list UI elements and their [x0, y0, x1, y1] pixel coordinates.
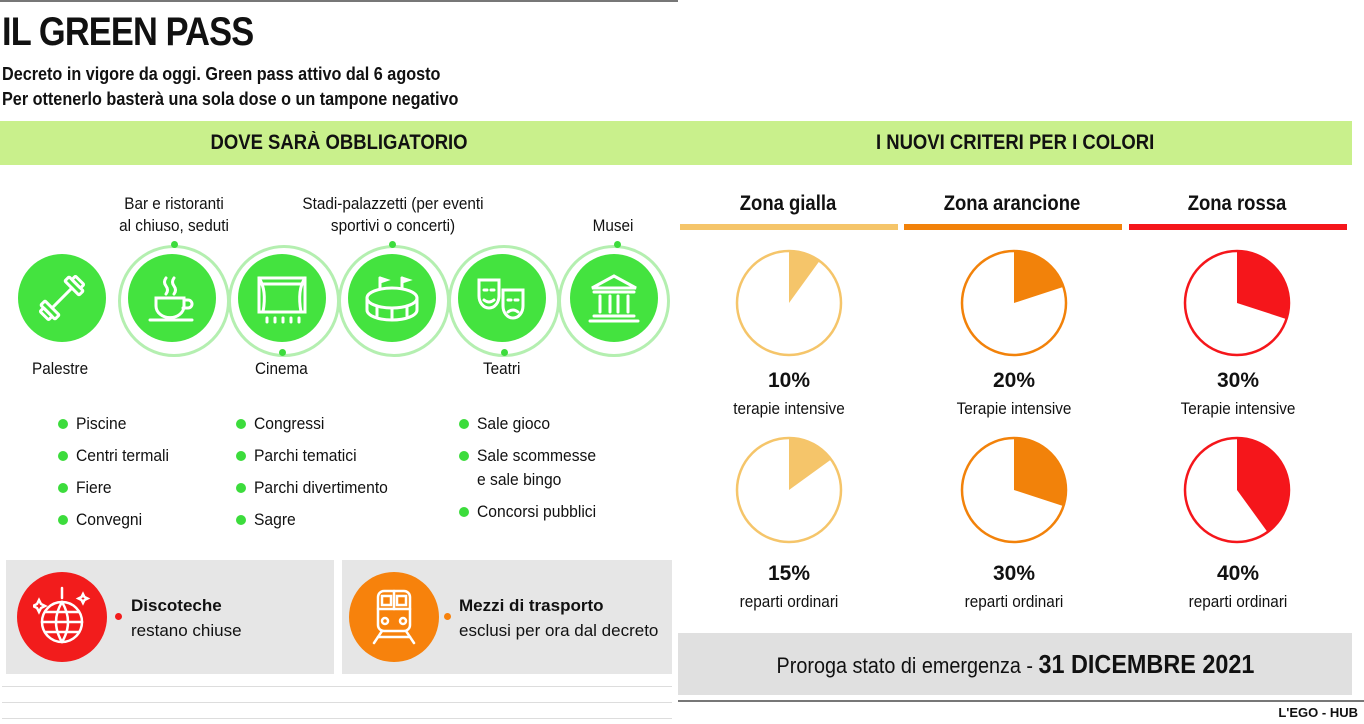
proroga-date: 31 DICEMBRE 2021: [1038, 648, 1254, 679]
discoteche-text: Discoteche restano chiuse: [131, 596, 242, 640]
list-item: Piscine: [58, 412, 177, 436]
connector-dot: [171, 241, 178, 248]
list-item: Fiere: [58, 476, 177, 500]
connector-dot: [389, 241, 396, 248]
coffee-cup-icon: [128, 254, 216, 342]
list-item-continuation: e sale bingo: [477, 470, 562, 489]
disco-ball-icon: [17, 572, 107, 662]
list-column-3: Sale gioco Sale scommesse e sale bingo C…: [459, 412, 606, 524]
connector-dot: [501, 349, 508, 356]
list-item: Sagre: [236, 508, 400, 532]
connector-dot: [614, 241, 621, 248]
zone-gialla-ordinary-pct: 15%: [767, 562, 811, 585]
pie-slice-rossa-ordinary: [1237, 438, 1289, 533]
zone-rossa-ordinary-pct: 40%: [1216, 562, 1260, 585]
zone-title-arancione: Zona arancione: [943, 192, 1081, 215]
proroga-text: Proroga stato di emergenza -: [776, 652, 1039, 678]
venue-label-stadi: Stadi-palazzetti (per eventi sportivi o c…: [302, 194, 484, 235]
list-item: Congressi: [236, 412, 400, 436]
divider: [2, 718, 672, 719]
museum-icon: [570, 254, 658, 342]
list-column-2: Congressi Parchi tematici Parchi diverti…: [236, 412, 400, 532]
venue-label-teatri: Teatri: [483, 359, 521, 378]
connector-dot: [115, 613, 122, 620]
top-rule: [0, 0, 678, 2]
list-item: Centri termali: [58, 444, 177, 468]
venue-label-cinema: Cinema: [255, 359, 308, 378]
zone-arancione-intensive-caption: Terapie intensive: [956, 399, 1072, 418]
list-item: Parchi divertimento: [236, 476, 400, 500]
zone-rossa-intensive-caption: Terapie intensive: [1180, 399, 1296, 418]
trasporti-text: Mezzi di trasporto esclusi per ora dal d…: [459, 596, 659, 640]
subtitle-line-2: Per ottenerlo basterà una sola dose o un…: [2, 89, 459, 109]
pie-slice-gialla-intensive: [789, 251, 820, 303]
pie-slice-arancione-intensive: [1014, 251, 1064, 303]
list-column-1: Piscine Centri termali Fiere Convegni: [58, 412, 177, 532]
list-item: Convegni: [58, 508, 177, 532]
page-title: IL GREEN PASS: [2, 10, 254, 54]
list-item: Sale gioco: [459, 412, 606, 436]
zone-gialla-ordinary-caption: reparti ordinari: [739, 592, 839, 611]
pie-slice-arancione-ordinary: [1014, 438, 1066, 507]
venue-label-musei: Musei: [592, 216, 634, 235]
connector-dot: [279, 349, 286, 356]
zone-pies: [735, 249, 1291, 544]
zone-rossa-intensive-pct: 30%: [1216, 369, 1260, 392]
zone-arancione-ordinary-caption: reparti ordinari: [964, 592, 1064, 611]
zone-bar-arancione: [904, 224, 1122, 230]
zone-bar-rossa: [1129, 224, 1347, 230]
zone-title-gialla: Zona gialla: [739, 192, 837, 215]
zone-title-rossa: Zona rossa: [1187, 192, 1287, 215]
list-item: Sale scommesse: [459, 444, 606, 468]
proroga-banner: Proroga stato di emergenza - 31 DICEMBRE…: [678, 633, 1352, 695]
divider: [2, 702, 672, 703]
cinema-stage-icon: [238, 254, 326, 342]
pie-slice-gialla-ordinary: [789, 438, 832, 490]
connector-dot: [444, 613, 451, 620]
credit: L'EGO - HUB: [1278, 705, 1358, 720]
zone-gialla-intensive-caption: terapie intensive: [733, 399, 845, 418]
zone-bar-gialla: [680, 224, 898, 230]
divider: [2, 686, 672, 687]
zone-arancione-intensive-pct: 20%: [992, 369, 1036, 392]
bottom-rule: [678, 700, 1364, 702]
dumbbell-icon: [18, 254, 106, 342]
subtitle-line-1: Decreto in vigore da oggi. Green pass at…: [2, 64, 441, 84]
stadium-icon: [348, 254, 436, 342]
list-item: Parchi tematici: [236, 444, 400, 468]
train-icon: [349, 572, 439, 662]
left-section-header: DOVE SARÀ OBBLIGATORIO: [0, 121, 678, 165]
zone-arancione-ordinary-pct: 30%: [992, 562, 1036, 585]
list-item: Concorsi pubblici: [459, 500, 606, 524]
zone-gialla-intensive-pct: 10%: [767, 369, 811, 392]
pie-slice-rossa-intensive: [1237, 251, 1289, 320]
zone-rossa-ordinary-caption: reparti ordinari: [1188, 592, 1288, 611]
right-section-header: I NUOVI CRITERI PER I COLORI: [678, 121, 1352, 165]
venue-label-palestre: Palestre: [32, 359, 89, 378]
theatre-masks-icon: [458, 254, 546, 342]
venue-label-bar: Bar e ristoranti al chiuso, seduti: [119, 194, 229, 235]
